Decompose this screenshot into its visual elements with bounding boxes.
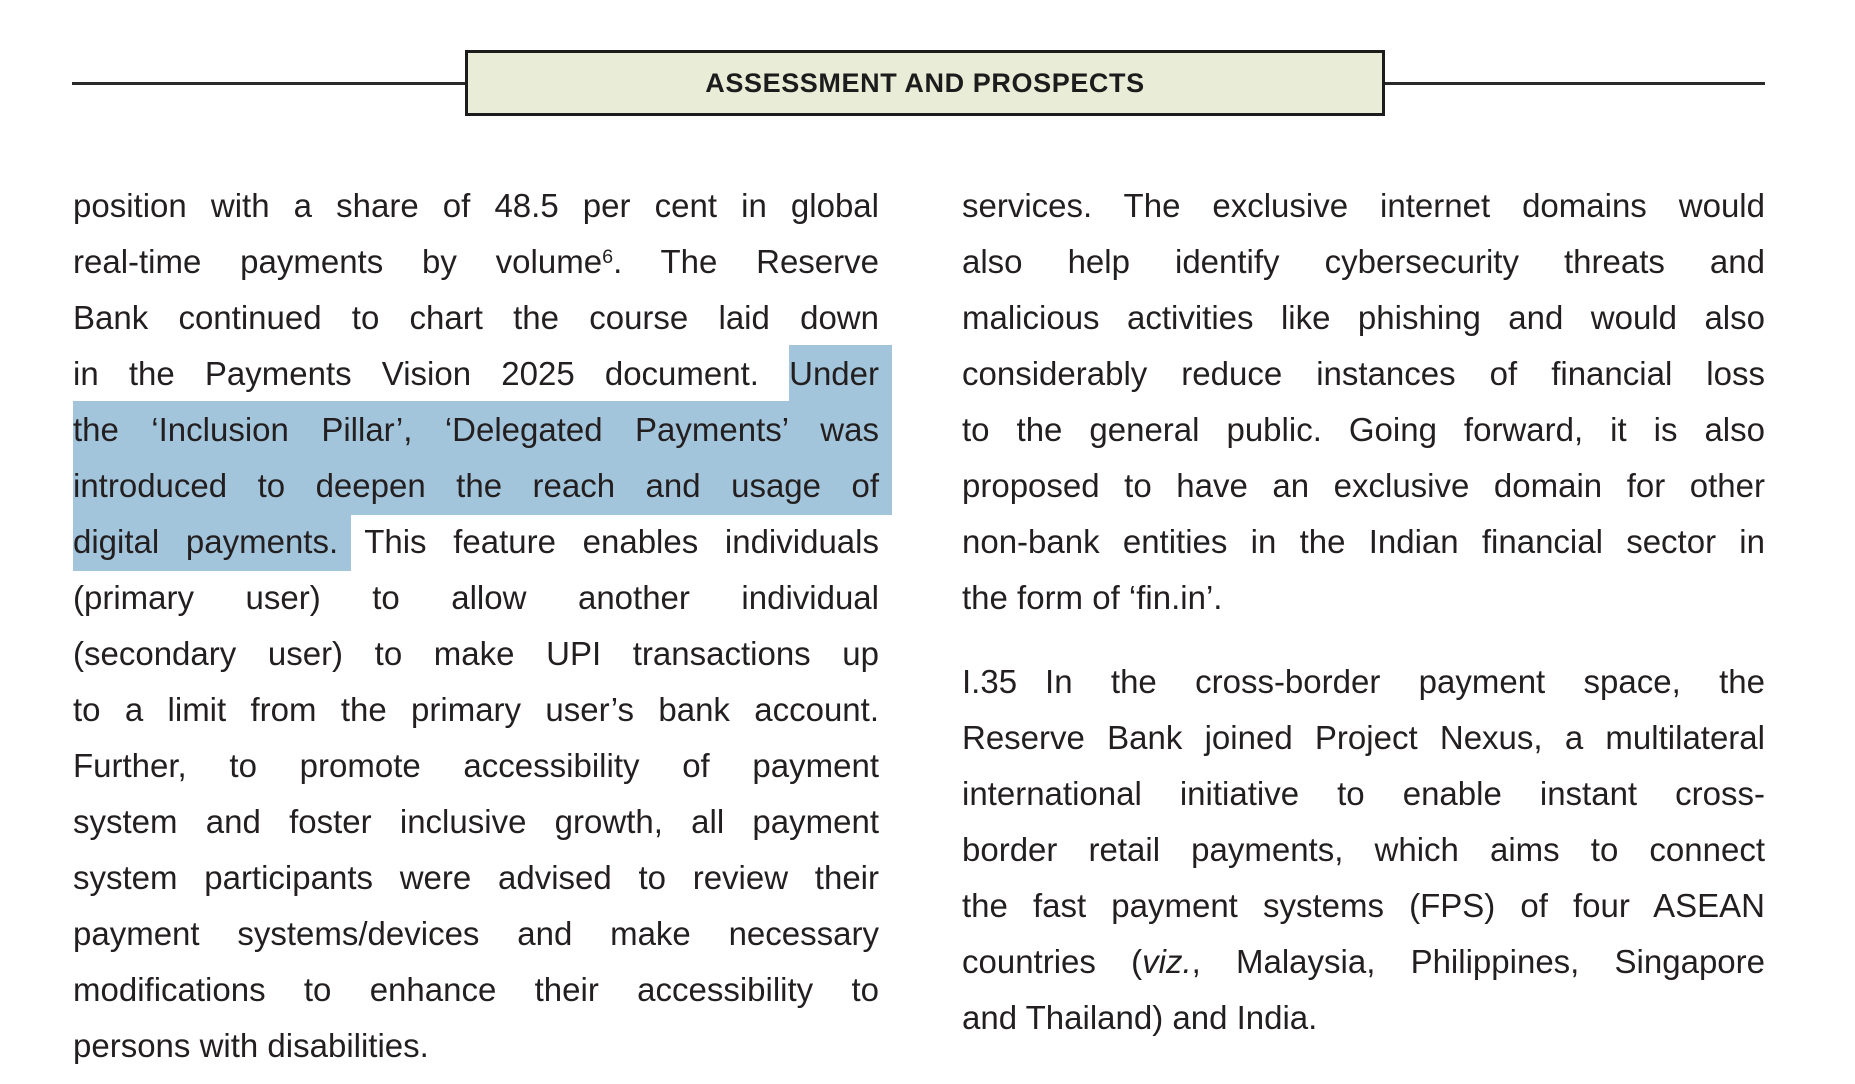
text-run: countries ( <box>962 943 1143 980</box>
text-line: system and foster inclusive growth, all … <box>73 794 879 850</box>
text-line: the fast payment systems (FPS) of four A… <box>962 878 1765 934</box>
text-run: non-bank entities in the Indian financia… <box>962 523 1765 560</box>
text-line: services. The exclusive internet domains… <box>962 178 1765 234</box>
text-line: position with a share of 48.5 per cent i… <box>73 178 879 234</box>
text-line: to the general public. Going forward, it… <box>962 402 1765 458</box>
text-run: border retail payments, which aims to co… <box>962 831 1765 868</box>
text-line: system participants were advised to revi… <box>73 850 879 906</box>
text-line: Reserve Bank joined Project Nexus, a mul… <box>962 710 1765 766</box>
text-run: the fast payment systems (FPS) of four A… <box>962 887 1765 924</box>
text-column-left: position with a share of 48.5 per cent i… <box>73 178 892 1074</box>
text-line: Further, to promote accessibility of pay… <box>73 738 879 794</box>
text-run: to a limit from the primary user’s bank … <box>73 691 879 728</box>
text-run: . The Reserve <box>613 243 879 280</box>
text-line: real-time payments by volume6. The Reser… <box>73 234 879 290</box>
highlighted-text: the ‘Inclusion Pillar’, ‘Delegated Payme… <box>73 401 892 459</box>
highlighted-text: Under <box>789 345 892 403</box>
section-title: ASSESSMENT AND PROSPECTS <box>705 67 1145 98</box>
text-line: introduced to deepen the reach and usage… <box>73 457 892 515</box>
text-run: This feature enables individuals <box>338 523 879 560</box>
text-line: malicious activities like phishing and w… <box>962 290 1765 346</box>
text-line: Bank continued to chart the course laid … <box>73 290 879 346</box>
paragraph: I.35 In the cross-border payment space, t… <box>962 654 1765 1046</box>
header-rule-left <box>72 82 465 85</box>
text-run: Further, to promote accessibility of pay… <box>73 747 879 784</box>
text-line: (primary user) to allow another individu… <box>73 570 879 626</box>
text-line: considerably reduce instances of financi… <box>962 346 1765 402</box>
text-run: persons with disabilities. <box>73 1027 429 1064</box>
text-run: Bank continued to chart the course laid … <box>73 299 879 336</box>
text-run: payment systems/devices and make necessa… <box>73 915 879 952</box>
text-line: border retail payments, which aims to co… <box>962 822 1765 878</box>
text-run: proposed to have an exclusive domain for… <box>962 467 1765 504</box>
text-run: the form of ‘fin.in’. <box>962 579 1223 616</box>
footnote-reference: 6 <box>602 246 614 269</box>
text-run: to the general public. Going forward, it… <box>962 411 1765 448</box>
text-line: persons with disabilities. <box>73 1018 879 1074</box>
text-line: to a limit from the primary user’s bank … <box>73 682 879 738</box>
text-line: modifications to enhance their accessibi… <box>73 962 879 1018</box>
text-run: Reserve Bank joined Project Nexus, a mul… <box>962 719 1765 756</box>
text-line: (secondary user) to make UPI transaction… <box>73 626 879 682</box>
text-run: position with a share of 48.5 per cent i… <box>73 187 879 224</box>
text-run: In the cross-border payment space, the <box>1045 663 1765 700</box>
text-run: , Malaysia, Philippines, Singapore <box>1191 943 1766 980</box>
text-line: and Thailand) and India. <box>962 990 1765 1046</box>
text-run: real-time payments by volume <box>73 243 603 280</box>
text-run: services. The exclusive internet domains… <box>962 187 1765 224</box>
text-run: modifications to enhance their accessibi… <box>73 971 879 1008</box>
highlighted-text: digital payments. <box>73 513 352 571</box>
text-run: (secondary user) to make UPI transaction… <box>73 635 879 672</box>
text-line: also help identify cybersecurity threats… <box>962 234 1765 290</box>
text-run: viz. <box>1142 943 1192 980</box>
text-column-right: services. The exclusive internet domains… <box>962 178 1765 1046</box>
text-run: (primary user) to allow another individu… <box>73 579 879 616</box>
text-run: also help identify cybersecurity threats… <box>962 243 1765 280</box>
text-line: countries (viz., Malaysia, Philippines, … <box>962 934 1765 990</box>
paragraph-number: I.35 <box>962 663 1018 700</box>
text-run: system participants were advised to revi… <box>73 859 879 896</box>
text-line: in the Payments Vision 2025 document. Un… <box>73 345 892 403</box>
text-line: digital payments. This feature enables i… <box>73 513 879 571</box>
text-run: in the Payments Vision 2025 document. <box>73 355 790 392</box>
paragraph: position with a share of 48.5 per cent i… <box>73 178 892 1074</box>
section-title-box: ASSESSMENT AND PROSPECTS <box>465 50 1385 116</box>
text-run: and Thailand) and India. <box>962 999 1318 1036</box>
text-run: malicious activities like phishing and w… <box>962 299 1765 336</box>
highlighted-text: introduced to deepen the reach and usage… <box>73 457 892 515</box>
text-line: the form of ‘fin.in’. <box>962 570 1765 626</box>
text-line: non-bank entities in the Indian financia… <box>962 514 1765 570</box>
text-line: the ‘Inclusion Pillar’, ‘Delegated Payme… <box>73 401 892 459</box>
text-run: considerably reduce instances of financi… <box>962 355 1765 392</box>
text-line: international initiative to enable insta… <box>962 766 1765 822</box>
paragraph: services. The exclusive internet domains… <box>962 178 1765 626</box>
text-run: international initiative to enable insta… <box>962 775 1765 812</box>
text-run: system and foster inclusive growth, all … <box>73 803 879 840</box>
text-line: payment systems/devices and make necessa… <box>73 906 879 962</box>
header-rule-right <box>1385 82 1765 85</box>
text-line: proposed to have an exclusive domain for… <box>962 458 1765 514</box>
text-line: I.35 In the cross-border payment space, t… <box>962 654 1765 710</box>
